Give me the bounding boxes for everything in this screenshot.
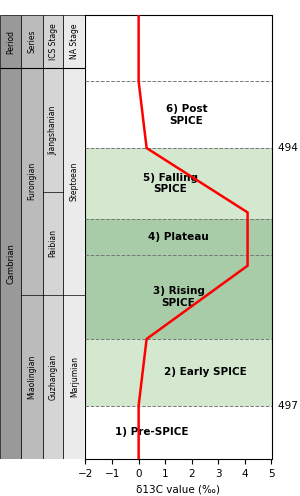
Text: Jiangshanian: Jiangshanian: [49, 106, 58, 155]
Text: ICS Stage: ICS Stage: [49, 23, 58, 60]
Bar: [63, 15, 86, 459]
Text: 2) Early SPICE: 2) Early SPICE: [164, 367, 246, 377]
Bar: [85, 148, 272, 219]
Bar: [85, 406, 272, 459]
Text: Marjumian: Marjumian: [70, 356, 79, 397]
Text: 1) Pre-SPICE: 1) Pre-SPICE: [115, 427, 189, 437]
Text: 494 MA: 494 MA: [278, 143, 300, 153]
Text: 3) Rising
SPICE: 3) Rising SPICE: [153, 286, 204, 308]
Text: 4) Plateau: 4) Plateau: [148, 232, 209, 242]
Text: Paibian: Paibian: [49, 230, 58, 257]
Bar: [85, 81, 272, 148]
Text: Guzhangian: Guzhangian: [49, 354, 58, 400]
Text: NA Stage: NA Stage: [70, 24, 79, 59]
Text: Period: Period: [6, 30, 15, 54]
X-axis label: δ13C value (‰): δ13C value (‰): [136, 484, 220, 494]
Bar: [85, 254, 272, 339]
Text: Cambrian: Cambrian: [6, 243, 15, 284]
Bar: [21, 15, 43, 459]
Bar: [85, 339, 272, 406]
Bar: [0, 15, 21, 459]
Text: 6) Post
SPICE: 6) Post SPICE: [166, 104, 207, 125]
Text: 497 MA: 497 MA: [278, 401, 300, 411]
Text: Miaolingian: Miaolingian: [28, 355, 37, 399]
Text: Furongian: Furongian: [28, 162, 37, 200]
Bar: [85, 219, 272, 254]
Text: Series: Series: [28, 30, 37, 53]
Bar: [43, 15, 63, 459]
Text: Steptoean: Steptoean: [70, 162, 79, 201]
Text: 5) Falling
SPICE: 5) Falling SPICE: [143, 173, 198, 194]
